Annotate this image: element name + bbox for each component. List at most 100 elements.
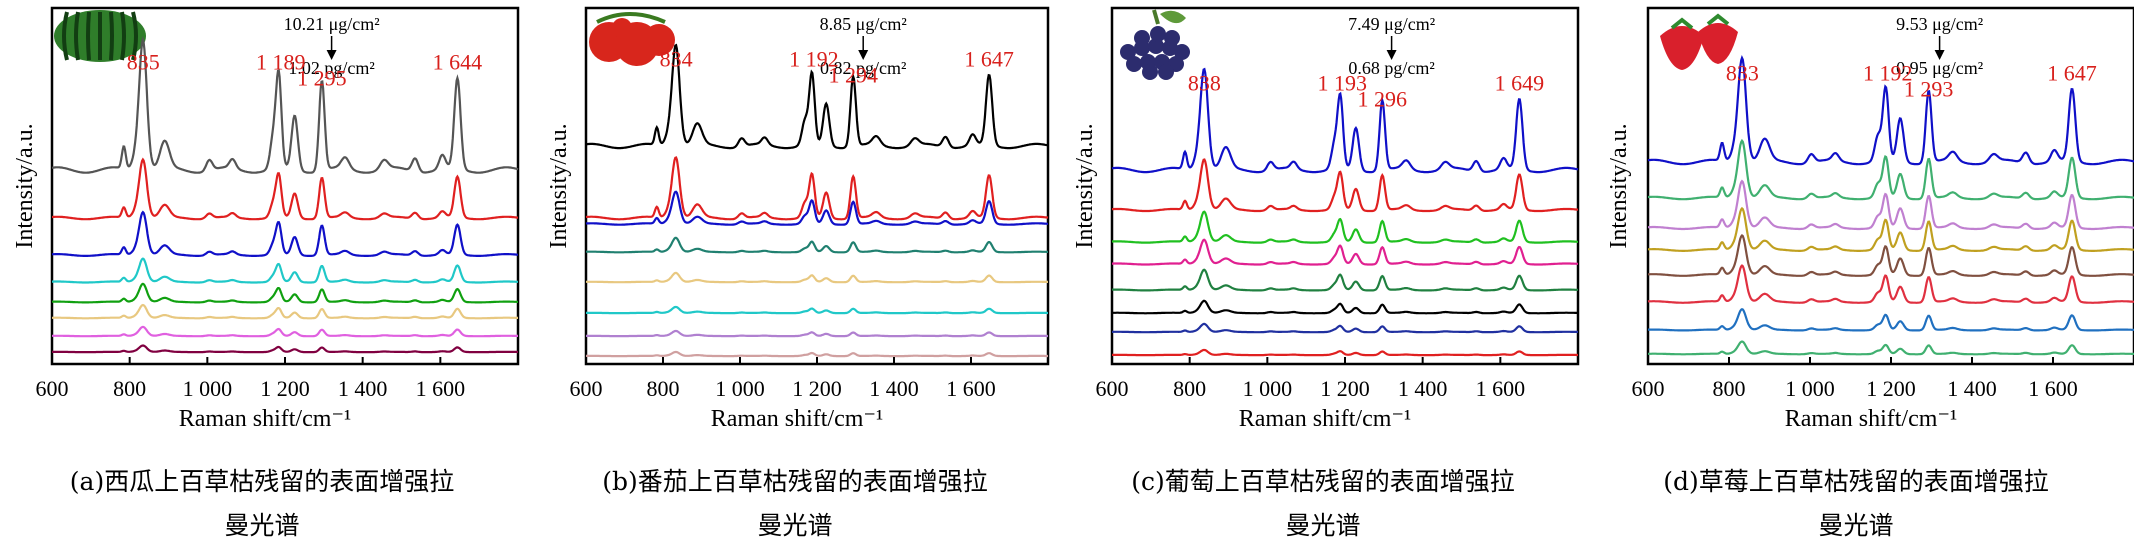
x-tick-label: 1 000	[715, 376, 765, 401]
grape-berry	[1134, 30, 1150, 46]
grape-berry	[1126, 56, 1142, 72]
peak-label: 1 296	[1358, 87, 1408, 112]
spectrum-line-1	[51, 36, 519, 174]
caption-line-2: 曼光谱	[757, 511, 832, 540]
spectrum-line-6	[52, 303, 518, 320]
watermelon-stripe	[131, 11, 138, 61]
grape-berry	[1164, 30, 1180, 46]
concentration-high-label: 10.21 μg/cm²	[284, 14, 380, 34]
spectra-series	[1647, 55, 2134, 356]
x-tick-label: 1 600	[1476, 376, 1526, 401]
spectrum-line-4	[1648, 206, 2134, 252]
x-tick-label: 600	[1096, 376, 1129, 401]
spectra-series	[1111, 67, 1579, 357]
peak-label: 1 293	[1904, 76, 1954, 101]
spectrum-line-7	[1112, 322, 1579, 334]
caption-line-2: 曼光谱	[224, 511, 299, 540]
concentration-low-label: 0.95 μg/cm²	[1896, 58, 1983, 78]
spectra-series	[51, 36, 519, 354]
strawberry-icon	[1660, 13, 1738, 70]
spectrum-line-4	[1112, 238, 1579, 266]
grape-leaf	[1160, 10, 1186, 24]
arrow-head	[1934, 50, 1945, 60]
watermelon-stripe	[120, 11, 126, 61]
spectrum-line-5	[52, 282, 518, 304]
spectrum-line-4	[585, 236, 1048, 254]
x-tick-label: 1 400	[338, 376, 388, 401]
strawberry-fruit	[1698, 23, 1738, 64]
spectrum-line-7	[52, 325, 518, 338]
watermelon-stripe	[109, 11, 114, 61]
spectrum-line-6	[586, 305, 1048, 315]
concentration-low-label: 0.68 pg/cm²	[1348, 58, 1434, 78]
peak-label: 834	[660, 47, 693, 72]
x-tick-label: 600	[1632, 376, 1665, 401]
concentration-low-label: 0.82 pg/cm²	[820, 58, 906, 78]
x-tick-label: 600	[570, 376, 603, 401]
spectrum-line-2	[585, 156, 1049, 221]
spectrum-line-8	[1112, 348, 1578, 357]
x-tick-label: 1 600	[416, 376, 466, 401]
concentration-low-label: 1.02 pg/cm²	[288, 58, 374, 78]
spectrum-line-6	[1112, 299, 1578, 315]
arrow-head	[326, 50, 337, 60]
y-axis-label: Intensity/a.u.	[546, 123, 572, 248]
spectrum-line-5	[1111, 268, 1579, 292]
x-tick-label: 1 400	[869, 376, 919, 401]
strawberry-fruit	[1660, 26, 1704, 70]
peak-label: 1 294	[828, 63, 878, 88]
x-tick-label: 1 400	[1947, 376, 1997, 401]
x-tick-label: 1 200	[260, 376, 310, 401]
spectrum-line-2	[1648, 138, 2134, 201]
spectrum-line-5	[586, 271, 1048, 284]
grape-berry	[1150, 26, 1166, 42]
peak-label: 1 189	[256, 50, 306, 75]
spectrum-line-7	[586, 329, 1048, 338]
grape-berry	[1158, 64, 1174, 80]
peak-label: 1 647	[964, 47, 1014, 72]
peak-label: 1 644	[433, 50, 483, 75]
spectrum-line-3	[51, 210, 519, 257]
concentration-high-label: 9.53 μg/cm²	[1896, 14, 1983, 34]
arrow-head	[858, 50, 869, 60]
spectrum-line-1	[585, 43, 1049, 150]
peak-label: 1 192	[1863, 60, 1913, 85]
spectrum-line-4	[52, 257, 519, 284]
y-axis-label: Intensity/a.u.	[1606, 123, 1632, 248]
x-tick-label: 1 600	[2028, 376, 2078, 401]
grape-icon	[1120, 9, 1190, 80]
x-axis-label: Raman shift/cm⁻¹	[1785, 406, 1958, 432]
spectrum-line-2	[52, 157, 519, 221]
spectrum-line-3	[1648, 179, 2134, 231]
spectrum-line-1	[1111, 67, 1579, 174]
x-tick-label: 800	[113, 376, 146, 401]
y-axis-label: Intensity/a.u.	[12, 123, 38, 248]
spectrum-line-7	[1648, 307, 2134, 332]
caption-line-2: 曼光谱	[1285, 511, 1360, 540]
caption-line-1: (a)西瓜上百草枯残留的表面增强拉	[70, 467, 454, 496]
x-tick-label: 1 200	[792, 376, 842, 401]
peak-label: 838	[1188, 71, 1221, 96]
spectrum-line-6	[1647, 264, 2134, 304]
x-tick-label: 600	[36, 376, 69, 401]
x-axis-label: Raman shift/cm⁻¹	[711, 406, 884, 432]
tomato-icon	[589, 12, 675, 66]
x-tick-label: 800	[1713, 376, 1746, 401]
tomato-fruit	[612, 18, 632, 38]
watermelon-stripe	[62, 11, 69, 61]
tomato-vine	[596, 12, 666, 24]
grape-berry	[1142, 64, 1158, 80]
caption-line-1: (b)番茄上百草枯残留的表面增强拉	[602, 467, 988, 496]
x-tick-label: 1 000	[183, 376, 233, 401]
peak-label: 1 649	[1495, 71, 1545, 96]
peak-label: 1 295	[297, 66, 347, 91]
spectrum-line-8	[52, 344, 518, 354]
spectrum-line-3	[1112, 210, 1578, 244]
x-axis-label: Raman shift/cm⁻¹	[179, 406, 352, 432]
watermelon-stripe	[86, 11, 91, 61]
x-axis-label: Raman shift/cm⁻¹	[1239, 406, 1412, 432]
